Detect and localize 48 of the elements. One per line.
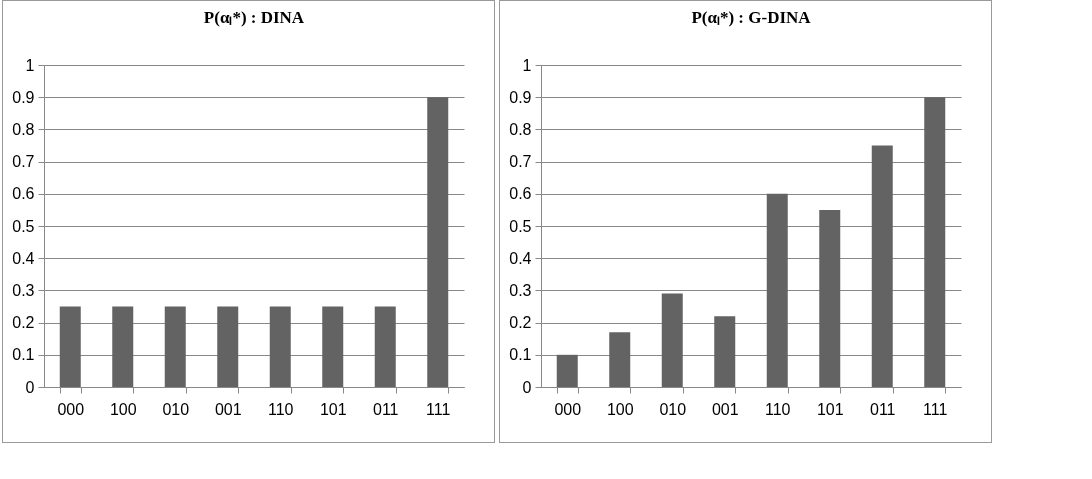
bar <box>609 332 631 387</box>
y-tick-label: 0.1 <box>12 346 35 364</box>
bar <box>766 193 788 387</box>
x-tick-label: 001 <box>214 400 242 418</box>
y-tick-label: 0.7 <box>509 153 532 171</box>
chart-title: P(αₗ*) : DINA <box>203 8 305 27</box>
y-tick-label: 0 <box>25 378 35 396</box>
x-tick-label: 100 <box>606 400 634 418</box>
x-tick-label: 001 <box>711 400 739 418</box>
x-tick-label: 111 <box>426 400 451 418</box>
y-tick-label: 0.3 <box>509 281 532 299</box>
y-tick-label: 0.5 <box>509 217 532 235</box>
y-tick-label: 0.9 <box>509 88 532 106</box>
bar <box>556 354 578 387</box>
y-tick-label: 0 <box>522 378 532 396</box>
bar <box>819 209 841 387</box>
y-tick-label: 0.6 <box>12 185 35 203</box>
y-tick-label: 0.1 <box>509 346 532 364</box>
y-tick-label: 0.4 <box>12 249 35 267</box>
x-tick-label: 111 <box>923 400 948 418</box>
y-tick-label: 0.4 <box>509 249 532 267</box>
x-tick-label: 110 <box>267 400 294 418</box>
x-tick-label: 010 <box>162 400 190 418</box>
bar <box>661 293 683 387</box>
y-tick-label: 0.8 <box>12 120 35 138</box>
x-tick-label: 011 <box>372 400 399 418</box>
bar <box>714 316 736 387</box>
bar <box>924 97 946 387</box>
x-tick-label: 101 <box>319 400 347 418</box>
y-tick-label: 1 <box>522 56 532 74</box>
x-tick-label: 000 <box>57 400 85 418</box>
y-tick-label: 0.5 <box>12 217 35 235</box>
y-tick-label: 0.3 <box>12 281 35 299</box>
x-tick-label: 011 <box>869 400 896 418</box>
y-tick-label: 0.2 <box>12 314 35 332</box>
y-tick-label: 0.7 <box>12 153 35 171</box>
x-tick-label: 101 <box>816 400 844 418</box>
x-tick-label: 100 <box>109 400 137 418</box>
chart-title: P(αₗ*) : G-DINA <box>691 8 812 27</box>
bar <box>871 145 893 387</box>
y-tick-label: 0.2 <box>509 314 532 332</box>
y-tick-label: 0.9 <box>12 88 35 106</box>
x-tick-label: 010 <box>659 400 687 418</box>
y-tick-label: 0.6 <box>509 185 532 203</box>
y-tick-label: 0.8 <box>509 120 532 138</box>
x-tick-label: 000 <box>554 400 582 418</box>
y-tick-label: 1 <box>25 56 35 74</box>
x-tick-label: 110 <box>764 400 791 418</box>
